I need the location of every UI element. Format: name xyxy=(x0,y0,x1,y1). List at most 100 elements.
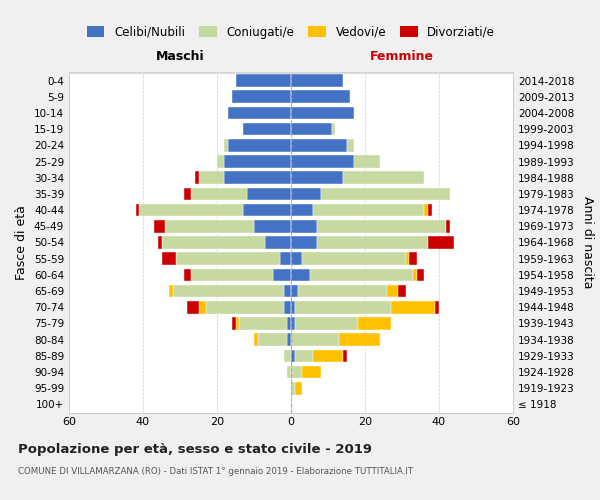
Bar xyxy=(206,301,284,314)
Bar xyxy=(169,285,173,298)
Bar xyxy=(413,268,417,281)
Bar xyxy=(291,236,317,249)
Bar xyxy=(235,74,291,87)
Bar xyxy=(224,172,291,184)
Bar xyxy=(291,74,343,87)
Bar xyxy=(343,172,424,184)
Bar xyxy=(291,220,317,232)
Bar xyxy=(291,106,354,120)
Bar xyxy=(291,350,295,362)
Legend: Celibi/Nubili, Coniugati/e, Vedovi/e, Divorziati/e: Celibi/Nubili, Coniugati/e, Vedovi/e, Di… xyxy=(87,26,495,38)
Bar xyxy=(291,172,343,184)
Bar xyxy=(291,317,295,330)
Bar xyxy=(191,268,272,281)
Bar xyxy=(310,268,413,281)
Bar xyxy=(339,334,380,346)
Bar xyxy=(347,139,354,151)
Bar xyxy=(195,172,199,184)
Bar xyxy=(291,252,302,265)
Bar xyxy=(417,268,424,281)
Bar xyxy=(228,106,291,120)
Bar xyxy=(280,252,291,265)
Bar xyxy=(284,285,291,298)
Bar xyxy=(247,188,291,200)
Bar xyxy=(243,204,291,216)
Bar xyxy=(187,301,199,314)
Bar xyxy=(184,268,191,281)
Bar xyxy=(291,268,310,281)
Bar xyxy=(391,301,435,314)
Bar xyxy=(291,188,320,200)
Bar xyxy=(139,204,243,216)
Bar xyxy=(254,220,291,232)
Bar xyxy=(184,188,191,200)
Bar xyxy=(158,236,161,249)
Bar xyxy=(298,285,387,298)
Bar xyxy=(291,382,295,394)
Bar xyxy=(291,334,339,346)
Bar xyxy=(199,301,206,314)
Bar xyxy=(235,317,239,330)
Bar xyxy=(409,252,417,265)
Bar xyxy=(343,350,347,362)
Bar xyxy=(302,252,406,265)
Bar xyxy=(317,220,446,232)
Bar xyxy=(295,350,313,362)
Bar xyxy=(317,236,428,249)
Bar xyxy=(295,317,358,330)
Bar xyxy=(258,334,287,346)
Bar xyxy=(313,350,343,362)
Bar xyxy=(291,366,302,378)
Bar xyxy=(295,301,391,314)
Bar xyxy=(291,155,354,168)
Bar xyxy=(191,188,247,200)
Bar xyxy=(136,204,139,216)
Bar xyxy=(284,350,291,362)
Text: COMUNE DI VILLAMARZANA (RO) - Dati ISTAT 1° gennaio 2019 - Elaborazione TUTTITAL: COMUNE DI VILLAMARZANA (RO) - Dati ISTAT… xyxy=(18,468,413,476)
Bar xyxy=(354,155,380,168)
Y-axis label: Fasce di età: Fasce di età xyxy=(16,205,28,280)
Bar xyxy=(358,317,391,330)
Bar xyxy=(291,285,298,298)
Bar xyxy=(154,220,165,232)
Bar xyxy=(161,252,176,265)
Bar xyxy=(424,204,428,216)
Bar xyxy=(254,334,258,346)
Y-axis label: Anni di nascita: Anni di nascita xyxy=(581,196,594,288)
Bar xyxy=(161,236,265,249)
Bar xyxy=(232,90,291,103)
Bar xyxy=(228,139,291,151)
Bar xyxy=(428,204,431,216)
Bar xyxy=(239,317,287,330)
Bar xyxy=(287,317,291,330)
Bar xyxy=(284,301,291,314)
Bar xyxy=(291,204,313,216)
Bar xyxy=(291,139,347,151)
Bar xyxy=(406,252,409,265)
Text: Maschi: Maschi xyxy=(155,50,205,63)
Bar xyxy=(435,301,439,314)
Bar xyxy=(176,252,280,265)
Bar xyxy=(199,172,224,184)
Bar xyxy=(287,366,291,378)
Bar xyxy=(243,123,291,136)
Bar xyxy=(224,155,291,168)
Bar xyxy=(320,188,450,200)
Bar xyxy=(291,123,332,136)
Bar xyxy=(295,382,302,394)
Bar xyxy=(165,220,254,232)
Bar xyxy=(217,155,224,168)
Bar xyxy=(265,236,291,249)
Bar xyxy=(291,90,350,103)
Bar xyxy=(428,236,454,249)
Bar xyxy=(224,139,228,151)
Bar xyxy=(173,285,284,298)
Bar xyxy=(287,334,291,346)
Bar xyxy=(332,123,335,136)
Bar xyxy=(302,366,320,378)
Bar xyxy=(272,268,291,281)
Text: Popolazione per età, sesso e stato civile - 2019: Popolazione per età, sesso e stato civil… xyxy=(18,442,372,456)
Bar xyxy=(232,317,235,330)
Bar xyxy=(291,301,295,314)
Bar xyxy=(313,204,424,216)
